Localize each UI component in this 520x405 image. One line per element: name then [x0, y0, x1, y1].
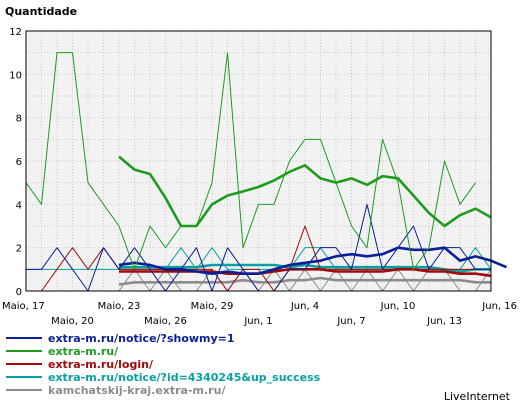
average-line	[118, 276, 491, 286]
y-tick-label: 8	[16, 114, 22, 125]
x-tick-label: Jun, 4	[290, 301, 319, 312]
y-tick-label: 10	[9, 70, 22, 81]
legend-entry: extra-m.ru/notice/?id=4340245&up_success	[48, 371, 321, 384]
series-line	[25, 52, 476, 270]
x-tick-label: Jun, 16	[481, 301, 517, 312]
average-line	[119, 263, 491, 273]
legend-entry: extra-m.ru/	[48, 345, 119, 358]
x-tick-label: Maio, 17	[2, 301, 45, 312]
series-layer	[25, 52, 508, 292]
y-tick-label: 12	[9, 27, 22, 38]
y-tick-label: 0	[16, 287, 22, 298]
average-line	[118, 155, 492, 228]
x-tick-label: Jun, 13	[426, 316, 462, 327]
chart-title: Quantidade	[5, 5, 77, 18]
x-tick-label: Maio, 23	[98, 301, 141, 312]
x-axis: Maio, 17 Maio, 23 Maio, 29 Jun, 4 Jun, 10 Jun…	[2, 301, 517, 327]
y-tick-label: 2	[16, 244, 22, 255]
x-tick-label: Maio, 20	[51, 316, 94, 327]
y-tick-label: 6	[16, 157, 22, 168]
plot-frame	[25, 30, 492, 292]
legend-entry: extra-m.ru/login/	[48, 358, 154, 371]
x-tick-label: Maio, 26	[144, 316, 187, 327]
average-line	[118, 246, 508, 275]
legend-entry: kamchatskij-kraj.extra-m.ru/	[48, 384, 226, 397]
x-tick-label: Jun, 7	[336, 316, 365, 327]
legend-entry: extra-m.ru/notice/?showmy=1	[48, 332, 235, 345]
y-axis: 0 2 4 6 8 10 12	[9, 27, 22, 298]
brand-label: LiveInternet	[444, 390, 511, 403]
legend: extra-m.ru/notice/?showmy=1extra-m.ru/ex…	[6, 332, 321, 397]
x-tick-label: Maio, 29	[191, 301, 234, 312]
x-tick-label: Jun, 1	[243, 316, 272, 327]
x-tick-label: Jun, 10	[380, 301, 416, 312]
y-tick-label: 4	[16, 200, 22, 211]
